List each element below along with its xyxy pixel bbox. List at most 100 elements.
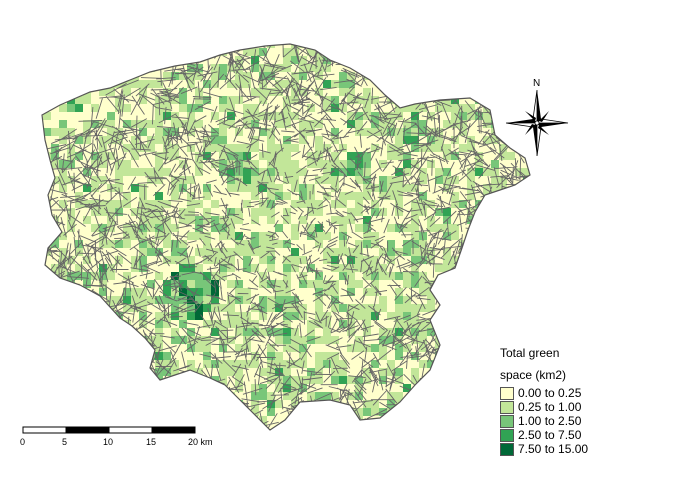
ward-area <box>331 392 339 405</box>
ward-area <box>59 120 72 131</box>
ward-area <box>51 328 64 337</box>
ward-area <box>259 104 268 116</box>
ward-area <box>123 112 135 122</box>
ward-area <box>131 360 142 369</box>
ward-area <box>443 328 455 341</box>
ward-area <box>43 368 53 376</box>
ward-area <box>531 264 541 274</box>
ward-area <box>403 80 414 89</box>
ward-area <box>339 424 347 430</box>
ward-area <box>475 288 487 297</box>
ward-area <box>219 312 229 320</box>
ward-area <box>67 44 75 50</box>
ward-area <box>91 352 100 364</box>
ward-area <box>219 408 228 416</box>
ward-area <box>59 168 72 179</box>
ward-area <box>459 368 467 379</box>
ward-area <box>307 408 316 417</box>
ward-area <box>251 320 259 333</box>
ward-area <box>211 248 222 261</box>
ward-area <box>43 72 53 83</box>
scale-tick-label: 15 <box>146 437 157 447</box>
ward-area <box>387 160 396 172</box>
ward-area <box>171 360 182 369</box>
ward-area <box>123 136 133 148</box>
ward-area <box>219 272 230 283</box>
ward-area <box>42 80 43 89</box>
ward-area <box>275 248 286 256</box>
ward-area <box>163 408 171 419</box>
ward-area <box>539 184 551 194</box>
ward-area <box>227 136 237 147</box>
ward-area <box>75 112 88 121</box>
ward-area <box>43 232 53 240</box>
ward-area <box>147 96 155 109</box>
ward-area <box>451 296 460 308</box>
ward-area <box>299 152 307 165</box>
ward-area <box>283 80 293 91</box>
ward-area <box>467 320 478 329</box>
ward-area <box>51 64 62 77</box>
ward-area <box>395 144 407 152</box>
ward-area <box>467 240 478 252</box>
ward-area <box>51 240 63 248</box>
ward-area <box>411 432 422 441</box>
ward-area <box>123 104 136 112</box>
ward-area <box>515 320 524 332</box>
ward-area <box>99 400 111 412</box>
ward-area <box>451 192 464 203</box>
ward-area <box>299 72 308 84</box>
ward-area <box>251 240 259 250</box>
ward-area <box>99 184 112 193</box>
ward-area <box>523 240 530 249</box>
ward-area <box>451 208 461 218</box>
ward-area <box>163 256 172 265</box>
ward-area <box>379 168 390 178</box>
ward-area <box>483 56 496 66</box>
ward-area <box>43 224 53 234</box>
ward-area <box>411 88 422 98</box>
ward-area <box>291 256 303 264</box>
ward-area <box>43 168 51 180</box>
ward-area <box>355 360 367 369</box>
ward-area <box>67 120 79 129</box>
ward-area <box>299 368 312 378</box>
ward-area <box>59 328 67 336</box>
ward-area <box>339 360 351 370</box>
ward-area <box>483 160 493 170</box>
ward-area <box>339 264 351 273</box>
ward-area <box>227 272 240 281</box>
ward-area <box>379 160 388 172</box>
ward-area <box>235 80 248 91</box>
ward-area <box>187 200 197 213</box>
ward-area <box>403 48 412 58</box>
ward-area <box>291 392 299 401</box>
ward-area <box>259 400 269 409</box>
ward-area <box>123 368 133 377</box>
ward-area <box>435 288 445 298</box>
ward-area <box>235 184 243 197</box>
ward-area <box>291 56 300 69</box>
ward-area <box>291 72 299 80</box>
ward-area <box>115 184 125 192</box>
ward-area <box>195 88 206 101</box>
ward-area <box>155 168 165 181</box>
ward-area <box>99 240 109 253</box>
ward-area <box>467 328 478 341</box>
ward-area <box>443 336 451 344</box>
ward-area <box>387 416 396 425</box>
ward-area <box>515 216 525 229</box>
ward-area <box>43 96 56 107</box>
ward-area <box>491 176 501 184</box>
ward-area <box>443 136 454 146</box>
ward-area <box>75 216 87 225</box>
ward-area <box>267 208 278 220</box>
ward-area <box>259 360 269 370</box>
ward-area <box>427 416 435 426</box>
ward-area <box>435 320 445 333</box>
ward-area <box>331 80 342 91</box>
ward-area <box>475 80 483 93</box>
ward-area <box>531 256 542 269</box>
ward-area <box>387 128 400 137</box>
ward-area <box>139 248 147 259</box>
